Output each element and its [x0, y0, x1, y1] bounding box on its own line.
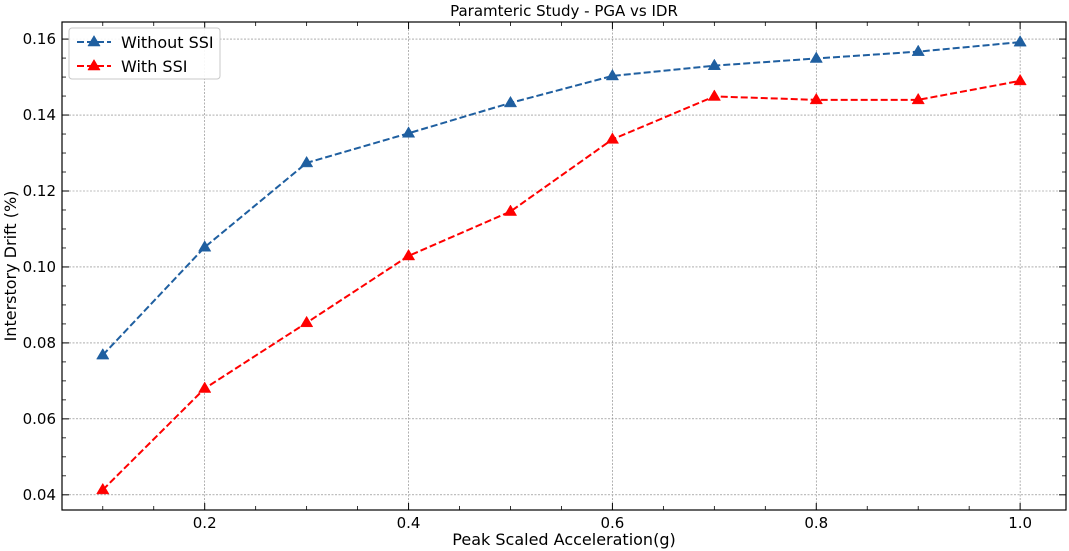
y-tick-label: 0.06	[23, 410, 56, 428]
x-tick-label: 0.2	[193, 514, 217, 532]
plot-series	[96, 35, 1027, 495]
data-point	[809, 92, 823, 105]
data-point	[401, 126, 416, 138]
x-tick-label: 1.0	[1008, 514, 1032, 532]
data-point	[300, 315, 314, 328]
data-point	[605, 68, 620, 81]
series-line	[102, 41, 1021, 356]
y-tick-label: 0.10	[23, 258, 56, 276]
y-tick-label: 0.14	[23, 106, 56, 124]
x-tick-label: 0.8	[804, 514, 828, 532]
legend-box	[68, 27, 221, 80]
y-tick-label: 0.04	[23, 486, 56, 504]
y-tick-label: 0.12	[23, 182, 56, 200]
legend: Without SSI With SSI	[68, 27, 221, 80]
data-point	[503, 204, 518, 216]
data-point	[96, 482, 110, 495]
series-line	[102, 79, 1021, 491]
legend-marker	[87, 35, 101, 47]
legend-item: With SSI	[77, 57, 187, 76]
data-point	[707, 89, 721, 101]
data-point	[96, 348, 110, 360]
data-point	[1013, 73, 1027, 86]
data-point	[198, 381, 212, 393]
data-point	[198, 240, 212, 252]
x-axis-label: Peak Scaled Acceleration(g)	[452, 530, 675, 549]
series-without-ssi	[96, 35, 1027, 360]
x-tick-label: 0.6	[600, 514, 624, 532]
series-with-ssi	[96, 73, 1027, 495]
y-tick-label: 0.08	[23, 334, 56, 352]
legend-label: With SSI	[121, 57, 187, 76]
data-point	[503, 95, 518, 108]
data-point	[300, 155, 314, 168]
chart-title: Paramteric Study - PGA vs IDR	[450, 2, 678, 20]
axis-ticks: 0.2 0.4 0.6 0.8 1.0 0.04 0.06 0.08 0.10 0.12 0.14 0…	[23, 22, 1066, 532]
data-point	[809, 51, 823, 63]
data-point	[605, 132, 620, 144]
data-point	[911, 92, 925, 105]
data-point	[401, 248, 416, 261]
y-axis-label: Interstory Drift (%)	[1, 191, 20, 342]
legend-marker	[87, 59, 101, 71]
legend-label: Without SSI	[121, 33, 214, 52]
x-tick-label: 0.4	[397, 514, 421, 532]
plot-frame	[61, 21, 1067, 511]
legend-item: Without SSI	[77, 33, 214, 52]
data-point	[1013, 35, 1027, 47]
y-tick-label: 0.16	[23, 30, 56, 48]
data-point	[707, 58, 721, 70]
data-point	[911, 44, 925, 56]
